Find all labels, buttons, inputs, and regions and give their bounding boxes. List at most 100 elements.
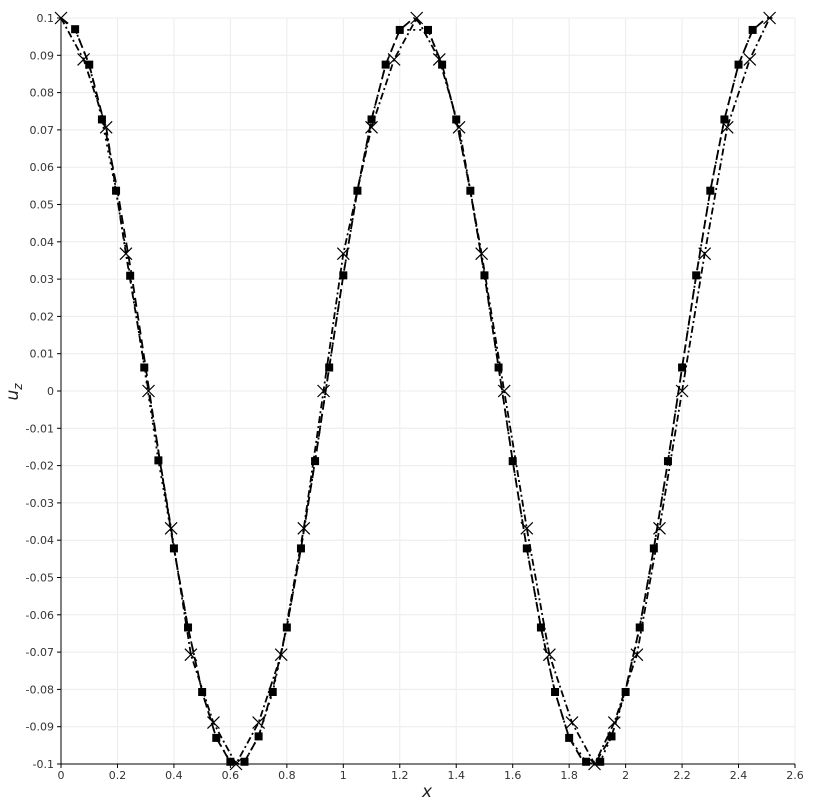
series-3-point [77, 52, 91, 66]
series-3-point [720, 120, 734, 134]
series-2-point [621, 688, 630, 697]
y-tick-label: 0.05 [30, 199, 55, 212]
x-tick-labels: 0 0.2 0.4 0.6 0.8 1 1.2 1.4 1.6 1.8 2 2.2 2.4 2.6 [58, 769, 804, 782]
y-tick-label: -0.03 [26, 497, 54, 510]
series-3-point [565, 716, 579, 730]
series-2-point [424, 25, 432, 34]
x-tick-label: 2 [622, 769, 629, 782]
series-2-point [381, 60, 390, 69]
series-3-point [164, 521, 178, 535]
series-2-point [565, 733, 574, 742]
series-3-point [297, 521, 311, 535]
series-3-point [743, 52, 757, 66]
x-axis-title: x [421, 782, 433, 802]
series-3-point [184, 648, 198, 662]
y-tick-label: 0 [47, 385, 54, 398]
series-2-line [74, 28, 754, 763]
series-3-point [607, 716, 621, 730]
grid [60, 17, 796, 765]
y-axis-title: uz [3, 383, 25, 401]
series-2-point [649, 544, 658, 553]
x-tick-label: 0.4 [165, 769, 183, 782]
series-2-point [748, 25, 757, 34]
series-3-point [142, 384, 155, 398]
series-2-point [494, 363, 503, 372]
series-3-point [542, 648, 556, 662]
series-2-point [212, 733, 221, 742]
series-markers [54, 11, 777, 771]
series-2-point [551, 688, 560, 697]
series-2-point [71, 25, 80, 34]
series-3-point [410, 11, 424, 25]
x-tick-label: 1.8 [560, 769, 578, 782]
series-2-point [353, 186, 362, 195]
x-tick-label: 1.6 [504, 769, 522, 782]
series-2-point [720, 115, 729, 124]
series-3-point [252, 716, 266, 730]
y-tick-label: 0.04 [30, 236, 55, 249]
series-2-point [367, 115, 376, 124]
y-tick-label: 0.01 [30, 348, 55, 361]
series-2-point [254, 732, 263, 741]
y-tick-label: -0.01 [26, 422, 54, 435]
series-3-point [317, 384, 330, 398]
series-3-point [763, 11, 777, 25]
y-tick-label: -0.09 [26, 721, 54, 734]
series-2-point [311, 457, 320, 466]
series-3-point [475, 247, 489, 261]
y-tick-label: -0.04 [26, 534, 54, 547]
y-tick-label: 0.02 [30, 310, 55, 323]
x-tick-label: 2.4 [730, 769, 748, 782]
y-tick-label: -0.05 [26, 572, 54, 585]
series-2-point [596, 757, 605, 766]
series-3-point [520, 521, 534, 535]
y-tick-label: 0.06 [30, 161, 55, 174]
series-3-point [698, 247, 712, 261]
series-3-point [497, 384, 511, 398]
y-tick-label: -0.06 [26, 609, 54, 622]
y-axis-title-subscript: z [11, 383, 25, 391]
series-2-point [438, 60, 447, 69]
y-tick-label: 0.08 [30, 87, 55, 100]
series-2-point [154, 456, 163, 465]
x-tick-label: 1.4 [447, 769, 465, 782]
series-2-point [734, 60, 743, 69]
series-lines [60, 16, 773, 766]
series-2-point [325, 363, 334, 372]
series-2-point [97, 115, 106, 124]
series-2-point [522, 544, 531, 553]
axes [57, 17, 796, 768]
series-2-point [635, 623, 644, 632]
y-tick-label: -0.02 [26, 460, 54, 473]
series-3-point [630, 648, 644, 662]
series-3-point [675, 384, 689, 398]
series-2-point [339, 271, 348, 280]
x-tick-label: 0.8 [278, 769, 296, 782]
series-3-point [387, 52, 401, 66]
x-tick-label: 0.6 [222, 769, 240, 782]
series-3-point [452, 120, 466, 134]
x-tick-label: 2.6 [786, 769, 804, 782]
x-tick-label: 0.2 [109, 769, 127, 782]
series-2-point [126, 271, 135, 280]
series-2-point [184, 623, 193, 632]
series-3-point [336, 247, 350, 261]
series-2-point [508, 457, 517, 466]
series-2-point [706, 186, 715, 195]
y-tick-label: 0.07 [30, 124, 55, 137]
x-tick-label: 1.2 [391, 769, 409, 782]
y-axis-title-main: u [3, 390, 23, 401]
series-3-point [588, 757, 601, 771]
series-2-point [226, 757, 235, 766]
series-2-point [692, 271, 701, 280]
y-tick-label: 0.09 [30, 49, 55, 62]
x-tick-label: 1 [340, 769, 347, 782]
series-2-point [282, 623, 291, 632]
series-3-point [207, 716, 220, 730]
series-3-point [54, 11, 68, 25]
x-tick-label: 2.2 [673, 769, 691, 782]
series-2-point [395, 25, 404, 34]
series-3-point [653, 521, 666, 535]
series-2-point [678, 363, 687, 372]
